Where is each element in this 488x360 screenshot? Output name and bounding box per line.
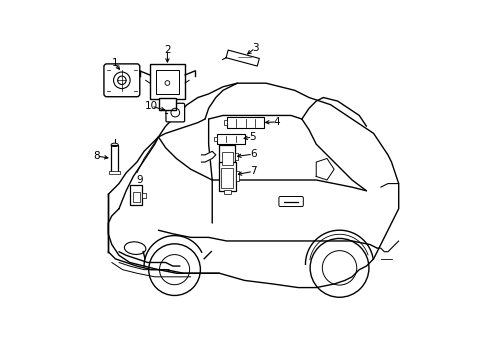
FancyBboxPatch shape (104, 64, 140, 97)
Polygon shape (201, 151, 215, 162)
Text: 7: 7 (249, 166, 256, 176)
Bar (158, 98, 176, 110)
Bar (224, 190, 230, 194)
FancyBboxPatch shape (278, 197, 303, 207)
Text: 8: 8 (93, 151, 100, 161)
Bar (109, 171, 120, 174)
Bar (216, 134, 244, 144)
Bar (214, 137, 216, 141)
Bar (219, 145, 235, 168)
Bar (235, 153, 238, 160)
Text: 3: 3 (251, 43, 258, 53)
Bar (224, 120, 226, 126)
Bar (142, 193, 145, 198)
Bar (111, 145, 118, 172)
Text: 10: 10 (144, 101, 158, 111)
Bar (132, 192, 140, 202)
Bar (221, 168, 233, 188)
Text: 9: 9 (136, 175, 143, 185)
Text: 4: 4 (273, 117, 280, 127)
Bar (218, 162, 235, 191)
Bar (235, 171, 239, 181)
Polygon shape (225, 50, 259, 66)
Text: 5: 5 (248, 132, 255, 142)
FancyBboxPatch shape (165, 103, 184, 122)
Text: 1: 1 (111, 58, 118, 68)
Bar (130, 185, 142, 205)
Bar (155, 69, 179, 94)
Bar (149, 64, 185, 99)
Text: 6: 6 (249, 149, 256, 159)
Text: 2: 2 (164, 45, 170, 55)
Bar (226, 117, 264, 129)
Bar (222, 152, 232, 165)
